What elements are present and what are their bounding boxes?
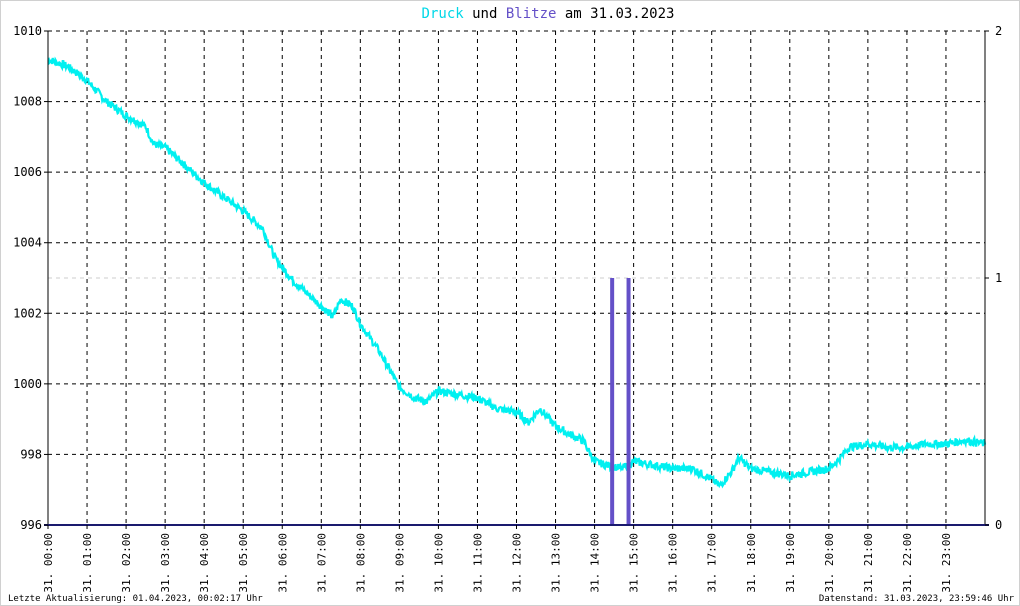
x-tick-label: 31. 16:00: [667, 533, 680, 593]
x-tick-label: 31. 08:00: [354, 533, 367, 593]
x-tick-label: 31. 06:00: [276, 533, 289, 593]
x-tick-label: 31. 17:00: [706, 533, 719, 593]
y-right-tick-label: 0: [995, 518, 1002, 532]
x-tick-label: 31. 01:00: [81, 533, 94, 593]
y-left-tick-label: 1006: [13, 165, 42, 179]
x-tick-label: 31. 18:00: [745, 533, 758, 593]
x-tick-label: 31. 00:00: [42, 533, 55, 593]
x-ticks: 31. 00:00 31. 01:00 31. 02:00 31. 03:00 31. …: [42, 525, 953, 593]
y-left-tick-label: 998: [20, 447, 42, 461]
footer-right: Datenstand: 31.03.2023, 23:59:46 Uhr: [819, 594, 1015, 604]
y-left-tick-label: 1010: [13, 24, 42, 38]
x-tick-label: 31. 23:00: [940, 533, 953, 593]
title-druck: Druck: [422, 6, 465, 22]
x-tick-label: 31. 11:00: [471, 533, 484, 593]
x-tick-label: 31. 19:00: [784, 533, 797, 593]
x-tick-label: 31. 10:00: [432, 533, 445, 593]
x-tick-label: 31. 22:00: [901, 533, 914, 593]
y-left-tick-label: 1004: [13, 236, 42, 250]
pressure-line: [47, 56, 987, 489]
title-blitze: Blitze: [506, 6, 557, 22]
pressure-series: [47, 56, 987, 489]
x-tick-label: 31. 07:00: [315, 533, 328, 593]
x-tick-label: 31. 21:00: [862, 533, 875, 593]
x-tick-label: 31. 12:00: [511, 533, 524, 593]
lightning-bar: [626, 278, 631, 525]
x-tick-label: 31. 20:00: [823, 533, 836, 593]
x-tick-label: 31. 04:00: [198, 533, 211, 593]
x-tick-label: 31. 13:00: [550, 533, 563, 593]
x-tick-label: 31. 05:00: [237, 533, 250, 593]
lightning-bar: [610, 278, 615, 525]
title-date: am 31.03.2023: [556, 6, 674, 22]
y-right-tick-label: 1: [995, 271, 1002, 285]
x-tick-label: 31. 14:00: [589, 533, 602, 593]
chart-title: Druck und Blitze am 31.03.2023: [422, 6, 675, 22]
footer-left: Letzte Aktualisierung: 01.04.2023, 00:02…: [8, 594, 263, 604]
x-tick-label: 31. 02:00: [120, 533, 133, 593]
y-left-ticks: 1010 1008 1006 1004 1002 1000 998 996: [13, 24, 48, 532]
y-left-tick-label: 1002: [13, 306, 42, 320]
y-right-ticks: 2 1 0: [985, 24, 1002, 532]
y-left-tick-label: 996: [20, 518, 42, 532]
y-right-tick-label: 2: [995, 24, 1002, 38]
y-left-tick-label: 1000: [13, 377, 42, 391]
x-tick-label: 31. 03:00: [159, 533, 172, 593]
y-left-tick-label: 1008: [13, 95, 42, 109]
title-und: und: [464, 6, 506, 22]
x-tick-label: 31. 09:00: [393, 533, 406, 593]
lightning-series: [610, 278, 631, 525]
x-tick-label: 31. 15:00: [628, 533, 641, 593]
